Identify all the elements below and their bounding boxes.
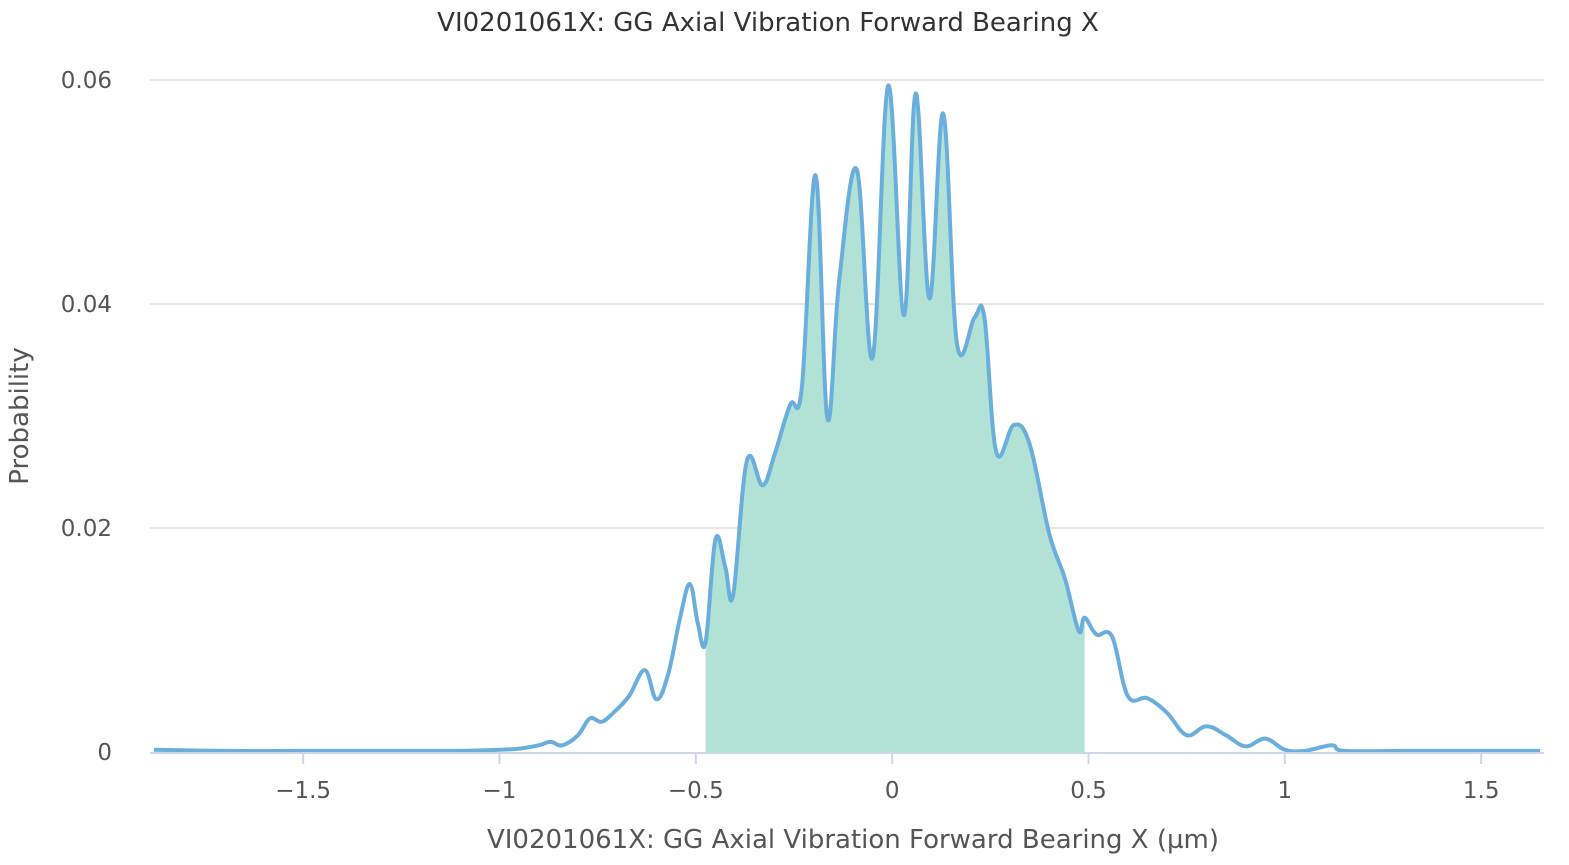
y-tick-label: 0.04 [61, 292, 112, 318]
y-axis-title: Probability [5, 347, 35, 484]
x-tick-label: 1.5 [1463, 778, 1500, 804]
chart-title: VI0201061X: GG Axial Vibration Forward B… [437, 8, 1099, 38]
y-tick-label: 0 [97, 740, 112, 766]
x-tick-label: −0.5 [668, 778, 724, 804]
x-tick-label: 0 [885, 778, 900, 804]
shaded-area [705, 85, 1085, 752]
density-line [153, 83, 1541, 754]
y-axis-ticks: 0 0.02 0.04 0.06 [61, 68, 112, 766]
x-axis-title: VI0201061X: GG Axial Vibration Forward B… [487, 825, 1219, 855]
x-axis-ticks: −1.5 −1 −0.5 0 0.5 1 1.5 [275, 753, 1499, 804]
x-tick-label: 0.5 [1070, 778, 1107, 804]
x-tick-label: −1.5 [275, 778, 331, 804]
y-tick-label: 0.02 [61, 516, 112, 542]
x-tick-label: −1 [483, 778, 517, 804]
x-tick-label: 1 [1278, 778, 1293, 804]
y-tick-label: 0.06 [61, 68, 112, 94]
